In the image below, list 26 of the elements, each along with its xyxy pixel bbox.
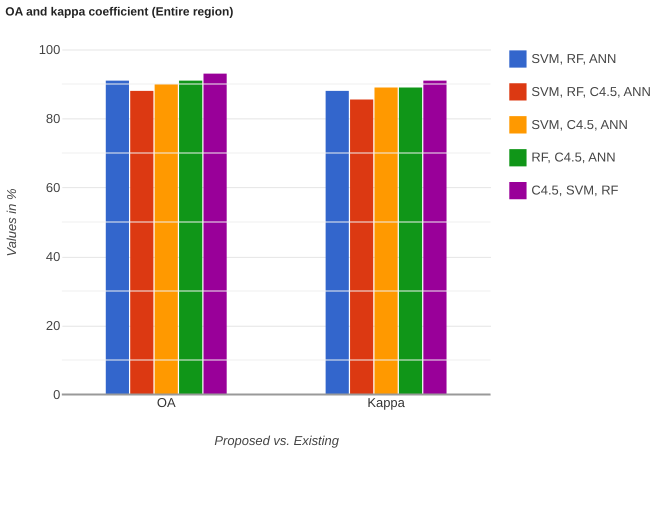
bar bbox=[203, 74, 227, 394]
bar bbox=[398, 87, 422, 394]
y-tick-label: 40 bbox=[46, 248, 60, 264]
y-tick-label: 20 bbox=[46, 318, 60, 333]
bar bbox=[130, 90, 154, 394]
chart-title: OA and kappa coefficient (Entire region) bbox=[5, 4, 234, 19]
bar bbox=[423, 80, 447, 394]
bar bbox=[374, 87, 398, 394]
legend-label: C4.5, SVM, RF bbox=[531, 182, 619, 198]
y-tick-label: 60 bbox=[46, 180, 60, 196]
y-tick-label: 0 bbox=[53, 386, 60, 402]
x-axis-title: Proposed vs. Existing bbox=[214, 432, 340, 448]
x-tick-label: Kappa bbox=[367, 394, 406, 410]
legend-label: SVM, RF, ANN bbox=[531, 51, 616, 66]
bar bbox=[154, 84, 178, 394]
bar bbox=[326, 90, 349, 394]
bar bbox=[106, 80, 129, 394]
y-axis-title: Values in % bbox=[4, 188, 19, 256]
y-tick-label: 80 bbox=[46, 111, 60, 126]
bar bbox=[179, 80, 202, 394]
legend-label: SVM, C4.5, ANN bbox=[531, 116, 628, 132]
x-tick-label: OA bbox=[156, 394, 176, 410]
bar bbox=[350, 100, 374, 394]
legend-label: SVM, RF, C4.5, ANN bbox=[531, 84, 651, 99]
y-tick-label: 100 bbox=[38, 42, 60, 58]
legend-label: RF, C4.5, ANN bbox=[531, 150, 616, 165]
